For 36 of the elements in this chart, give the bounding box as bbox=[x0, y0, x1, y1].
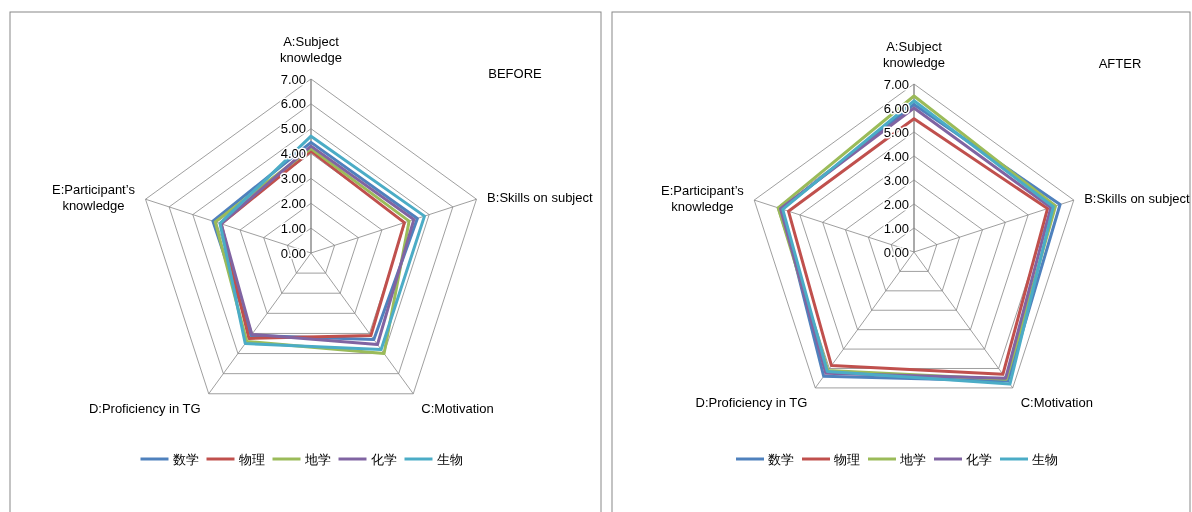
legend-label: 数学 bbox=[172, 452, 199, 467]
spoke-label: E:Participant’s knowledge bbox=[660, 183, 745, 215]
legend-label: 生物 bbox=[436, 452, 463, 467]
legend-label: 数学 bbox=[768, 452, 794, 467]
y-tick-label: 7.00 bbox=[883, 76, 909, 92]
y-tick-label: 4.00 bbox=[280, 146, 306, 162]
y-tick-label: 0.00 bbox=[280, 245, 306, 261]
y-tick-label: 7.00 bbox=[280, 71, 306, 87]
y-tick-label: 6.00 bbox=[280, 96, 306, 112]
y-tick-label: 3.00 bbox=[280, 170, 306, 186]
y-tick-label: 1.00 bbox=[280, 220, 306, 236]
spoke-label: A:Subject knowledge bbox=[882, 39, 946, 71]
legend-label: 地学 bbox=[303, 452, 331, 467]
text: AFTER bbox=[1098, 56, 1142, 71]
spoke-label: E:Participant’s knowledge bbox=[52, 182, 136, 214]
legend-label: 物理 bbox=[238, 452, 265, 467]
legend-label: 物理 bbox=[834, 452, 860, 467]
y-tick-label: 0.00 bbox=[883, 244, 909, 260]
spoke-label: B:Skills on subject bbox=[487, 190, 593, 206]
spoke-label: D:Proficiency in TG bbox=[695, 395, 808, 411]
spoke-label: C:Motivation bbox=[1020, 395, 1093, 411]
y-tick-label: 4.00 bbox=[883, 148, 909, 164]
legend-label: 生物 bbox=[1032, 452, 1058, 467]
spoke-label: C:Motivation bbox=[421, 401, 494, 417]
y-tick-label: 3.00 bbox=[883, 172, 909, 188]
legend-label: 地学 bbox=[899, 452, 926, 467]
y-tick-label: 2.00 bbox=[280, 195, 306, 211]
text: BEFORE bbox=[488, 66, 543, 81]
y-tick-label: 5.00 bbox=[280, 121, 306, 137]
legend-label: 化学 bbox=[966, 452, 992, 467]
spoke-label: B:Skills on subject bbox=[1084, 191, 1191, 207]
y-tick-label: 2.00 bbox=[883, 196, 909, 212]
legend-label: 化学 bbox=[370, 452, 397, 467]
spoke-label: D:Proficiency in TG bbox=[88, 401, 201, 417]
y-tick-label: 1.00 bbox=[883, 220, 909, 236]
spoke-label: A:Subject knowledge bbox=[279, 34, 343, 66]
